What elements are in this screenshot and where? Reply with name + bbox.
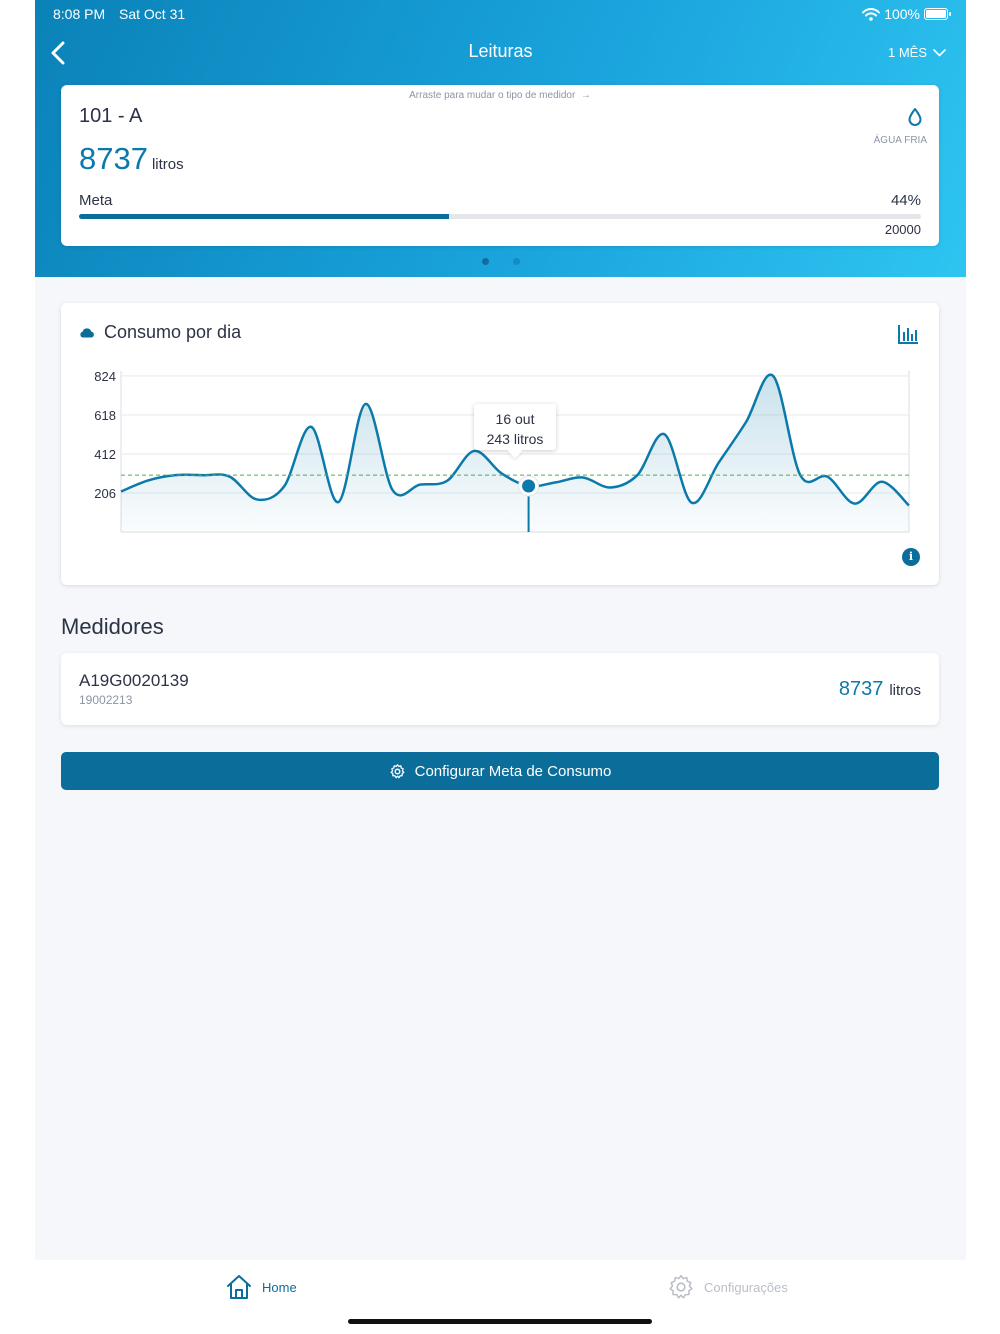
bar-chart-icon[interactable] [897,323,919,345]
chart-header: Consumo por dia [79,322,241,343]
swipe-hint-text: Arraste para mudar o tipo de medidor [409,90,576,101]
meter-serial: 19002213 [79,693,133,707]
chevron-left-icon [51,41,65,65]
meters-section-title: Medidores [61,614,164,639]
total-value: 8737 [79,141,148,176]
highlight-point [522,479,536,493]
page-dot-1[interactable] [481,258,489,265]
status-right: 100% [862,6,951,22]
status-date: Sat Oct 31 [119,6,186,22]
goal-progress-fill [79,214,450,219]
gear-icon [390,763,405,778]
arrow-right-icon: → [578,90,591,101]
consumption-chart-card: 206 412 618 824 Consumo por dia 16 out 243 … [61,303,939,585]
back-button[interactable] [43,38,73,68]
meter-total-value: 8737 [838,678,884,700]
water-type-label: ÁGUA FRIA [873,135,927,146]
meter-id: A19G0020139 [79,671,189,690]
period-selector[interactable]: 1 MÊS [888,45,946,60]
info-icon[interactable]: i [902,548,920,566]
water-drop-icon [908,108,922,126]
configure-goal-label: Configurar Meta de Consumo [414,762,612,780]
home-indicator [348,1319,652,1324]
swipe-hint: Arraste para mudar o tipo de medidor → [61,90,939,101]
consumption-chart[interactable]: 206 412 618 824 [61,303,939,585]
y-tick-label: 618 [94,408,116,423]
home-icon [227,1275,251,1299]
meter-summary-card[interactable]: Arraste para mudar o tipo de medidor → 1… [61,85,939,246]
y-tick-label: 206 [94,486,116,501]
tab-settings[interactable]: Configurações [668,1274,788,1300]
tooltip-date: 16 out [495,411,535,427]
tab-home-label: Home [262,1279,297,1295]
battery-icon [924,8,951,20]
page-indicator [35,258,966,265]
tab-settings-label: Configurações [704,1279,788,1295]
status-time: 8:08 PM [53,6,106,22]
battery-percent: 100% [884,6,920,22]
chart-tooltip: 16 out 243 litros [474,404,556,450]
page-title: Leituras [468,41,533,61]
chart-title: Consumo por dia [104,322,242,342]
goal-percent: 44% [890,192,921,209]
goal-label: Meta [79,192,113,209]
meter-total: 8737 litros [839,678,921,701]
consumption-line [120,373,910,507]
goal-progress-bar [79,214,921,219]
unit-name: 101 - A [79,105,143,127]
status-bar: 8:08 PM Sat Oct 31 100% [35,0,966,28]
cloud-icon [80,328,94,338]
tooltip-value: 243 litros [486,431,544,447]
y-tick-label: 412 [94,447,116,462]
total-unit: litros [151,156,184,173]
header: 8:08 PM Sat Oct 31 100% Leituras 1 MÊS [35,0,966,277]
period-label: 1 MÊS [887,45,927,60]
tab-home[interactable]: Home [226,1274,297,1300]
configure-goal-button[interactable]: Configurar Meta de Consumo [61,752,939,790]
wifi-icon [862,7,881,21]
meter-total-unit: litros [889,682,921,699]
gear-icon [669,1274,693,1299]
goal-value: 20000 [884,222,921,237]
app-frame: 8:08 PM Sat Oct 31 100% Leituras 1 MÊS [35,0,966,1334]
chevron-down-icon [933,48,946,57]
consumption-area [121,374,909,532]
meter-list-item[interactable]: A19G0020139 19002213 8737 litros [61,653,939,725]
page-dot-2[interactable] [512,258,520,265]
total-consumption: 8737 litros [79,141,184,177]
y-tick-label: 824 [94,369,116,384]
